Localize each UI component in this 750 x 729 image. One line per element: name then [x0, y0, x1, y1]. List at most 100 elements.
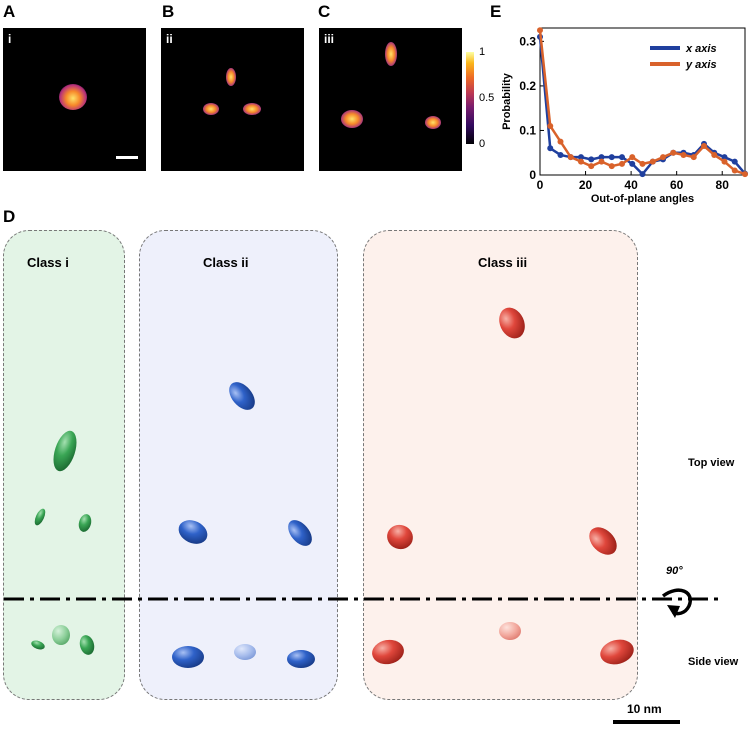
- class-ii-side-blob: [234, 644, 256, 660]
- class-iii-side-blob: [600, 639, 634, 665]
- side-view-label: Side view: [688, 656, 739, 668]
- data-point: [578, 158, 584, 165]
- data-point: [547, 145, 554, 152]
- data-point: [721, 154, 728, 161]
- data-point: [731, 158, 738, 165]
- data-point: [588, 163, 595, 170]
- data-point: [629, 154, 636, 161]
- data-point: [608, 163, 615, 170]
- localization-spot: [226, 68, 236, 86]
- data-point: [721, 158, 728, 165]
- data-point: [557, 138, 564, 145]
- class-ii-top-blob: [178, 520, 208, 544]
- heatmap-label-i: i: [8, 32, 12, 46]
- data-point: [598, 154, 605, 161]
- localization-spot: [385, 42, 397, 66]
- class-i-side-blob: [52, 625, 70, 645]
- data-point: [711, 151, 718, 158]
- data-point: [731, 167, 738, 174]
- data-point: [598, 158, 605, 165]
- colorbar-tick-mid: 0.5: [479, 92, 495, 104]
- localization-spot: [243, 103, 261, 115]
- colorbar-tick-max: 1: [479, 46, 486, 58]
- y-axis-label: Probability: [501, 72, 513, 130]
- class-i-side-blob: [31, 640, 45, 650]
- class-i-top-blob: [78, 514, 92, 532]
- data-point: [670, 149, 677, 156]
- class-iii-top-blob: [589, 527, 617, 555]
- data-point: [660, 154, 666, 161]
- class-ii-title: Class ii: [203, 255, 249, 270]
- class-i-top-blob: [34, 508, 46, 526]
- data-point: [537, 27, 543, 34]
- panel-letter-d: D: [3, 207, 16, 226]
- angle-probability-chart: 0 20 40 60 80 0 0.1 0.2 0.3 Out-of-plane angles Pr…: [501, 27, 748, 205]
- class-ii-top-blob: [288, 520, 312, 546]
- data-point: [588, 156, 595, 163]
- panel-letter-a: A: [3, 2, 16, 21]
- rotation-label: 90°: [666, 565, 683, 577]
- x-tick-label: 0: [537, 178, 544, 192]
- data-point: [619, 154, 625, 161]
- rotate-90-icon: [661, 588, 692, 618]
- heatmap-class-i: i: [3, 28, 146, 171]
- data-point: [608, 154, 615, 161]
- legend-label-1: y axis: [685, 59, 717, 71]
- heatmap-class-ii: ii: [161, 28, 304, 171]
- x-tick-label: 60: [670, 178, 684, 192]
- x-tick-label: 40: [624, 178, 638, 192]
- class-ii-box: [139, 230, 338, 700]
- data-point: [649, 158, 656, 165]
- data-point: [639, 160, 646, 167]
- localization-spot: [341, 110, 363, 128]
- localization-spot: [59, 84, 87, 110]
- data-point: [619, 160, 625, 167]
- x-tick-label: 20: [579, 178, 593, 192]
- colorbar: [466, 52, 474, 144]
- class-ii-side-blob: [172, 646, 204, 668]
- class-iii-box: [363, 230, 638, 700]
- y-tick-label: 0.1: [519, 123, 536, 137]
- panel-letter-e: E: [490, 2, 502, 21]
- data-point: [567, 154, 574, 161]
- y-tick-label: 0.2: [519, 79, 536, 93]
- heatmap-class-iii: iii: [319, 28, 462, 171]
- class-i-side-blob: [79, 635, 95, 655]
- data-point: [701, 143, 707, 150]
- panel-letter-b: B: [162, 2, 175, 21]
- class-ii-side-blob: [287, 650, 315, 668]
- top-view-label: Top view: [688, 457, 735, 469]
- scale-bar: [613, 720, 680, 724]
- class-iii-top-blob: [387, 524, 413, 550]
- panel-letter-c: C: [318, 2, 331, 21]
- class-3d-models: [31, 307, 634, 668]
- data-point: [639, 171, 646, 178]
- top-side-divider: [4, 597, 724, 601]
- class-i-title: Class i: [27, 255, 69, 270]
- data-point: [690, 154, 697, 161]
- class-iii-title: Class iii: [478, 255, 528, 270]
- colorbar-tick-min: 0: [479, 138, 486, 150]
- data-point: [680, 151, 687, 158]
- y-tick-label: 0.3: [519, 34, 536, 48]
- data-point: [547, 123, 554, 129]
- class-iii-side-blob: [499, 622, 521, 640]
- data-point: [557, 151, 564, 158]
- localization-spot: [203, 103, 219, 115]
- data-point: [578, 154, 584, 161]
- class-i-top-blob: [53, 430, 77, 472]
- x-tick-label: 80: [716, 178, 730, 192]
- data-point: [629, 160, 636, 167]
- localization-spot: [425, 116, 441, 129]
- class-iii-side-blob: [372, 639, 404, 665]
- heatmap-label-ii: ii: [166, 32, 173, 46]
- heatmap-label-iii: iii: [324, 32, 335, 46]
- data-point: [742, 171, 748, 178]
- class-ii-top-blob: [229, 382, 255, 410]
- image-scale-bar: [116, 156, 138, 159]
- class-iii-top-blob: [499, 307, 525, 339]
- x-axis-label: Out-of-plane angles: [591, 193, 694, 205]
- legend-label-0: x axis: [685, 43, 717, 55]
- y-tick-label: 0: [529, 168, 536, 182]
- scale-bar-label: 10 nm: [627, 702, 662, 716]
